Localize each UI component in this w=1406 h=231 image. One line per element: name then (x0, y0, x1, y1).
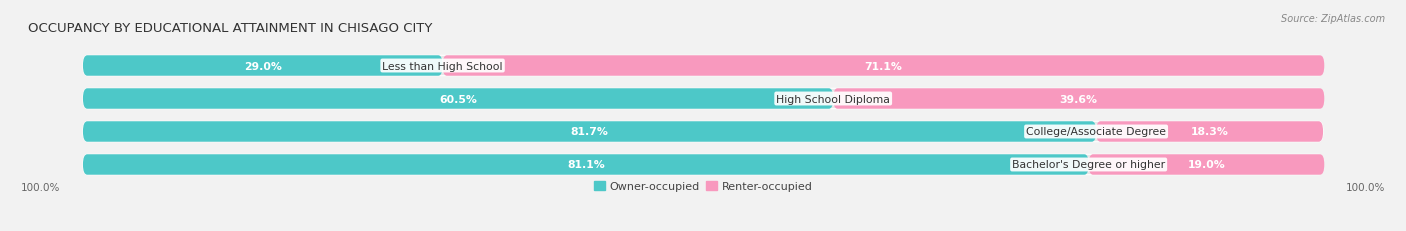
FancyBboxPatch shape (443, 56, 1324, 76)
FancyBboxPatch shape (83, 89, 834, 109)
Text: College/Associate Degree: College/Associate Degree (1026, 127, 1166, 137)
Text: High School Diploma: High School Diploma (776, 94, 890, 104)
Text: 71.1%: 71.1% (865, 61, 903, 71)
Text: 81.7%: 81.7% (571, 127, 609, 137)
Text: 81.1%: 81.1% (567, 160, 605, 170)
FancyBboxPatch shape (1097, 122, 1323, 142)
FancyBboxPatch shape (1088, 155, 1324, 175)
Text: Less than High School: Less than High School (382, 61, 503, 71)
Text: 39.6%: 39.6% (1060, 94, 1098, 104)
FancyBboxPatch shape (83, 122, 1097, 142)
Text: 18.3%: 18.3% (1191, 127, 1229, 137)
Text: 19.0%: 19.0% (1188, 160, 1226, 170)
Text: 60.5%: 60.5% (439, 94, 477, 104)
Text: 29.0%: 29.0% (243, 61, 281, 71)
FancyBboxPatch shape (83, 155, 1323, 175)
Legend: Owner-occupied, Renter-occupied: Owner-occupied, Renter-occupied (589, 176, 817, 196)
Text: Source: ZipAtlas.com: Source: ZipAtlas.com (1281, 14, 1385, 24)
Text: 100.0%: 100.0% (21, 182, 60, 192)
Text: 100.0%: 100.0% (1346, 182, 1385, 192)
FancyBboxPatch shape (83, 122, 1323, 142)
FancyBboxPatch shape (83, 155, 1088, 175)
FancyBboxPatch shape (83, 56, 1323, 76)
FancyBboxPatch shape (83, 89, 1323, 109)
Text: Bachelor's Degree or higher: Bachelor's Degree or higher (1012, 160, 1166, 170)
FancyBboxPatch shape (834, 89, 1324, 109)
FancyBboxPatch shape (83, 56, 443, 76)
Text: OCCUPANCY BY EDUCATIONAL ATTAINMENT IN CHISAGO CITY: OCCUPANCY BY EDUCATIONAL ATTAINMENT IN C… (28, 22, 432, 35)
